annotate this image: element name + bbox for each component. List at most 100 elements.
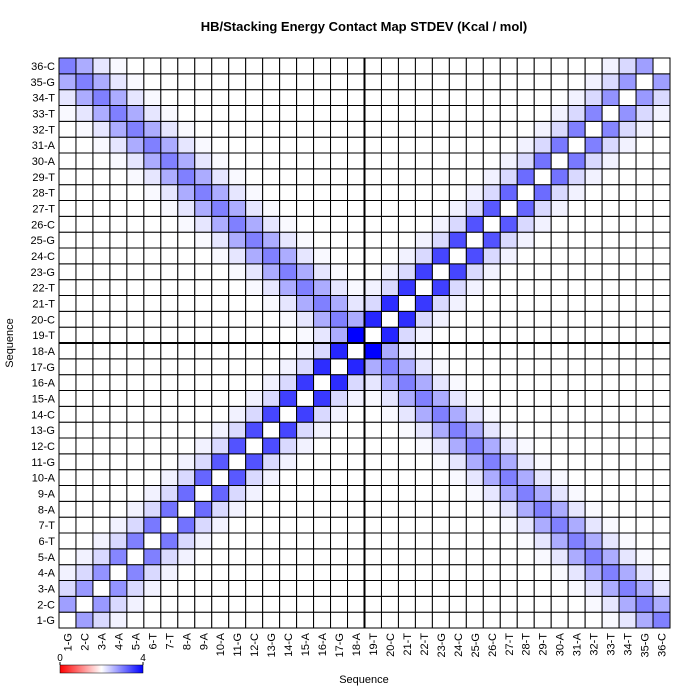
- heatmap-cell: [75, 247, 94, 265]
- heatmap-cell: [482, 421, 501, 439]
- heatmap-cell: [262, 421, 281, 439]
- heatmap-cell: [143, 469, 162, 486]
- heatmap-cell: [414, 485, 433, 502]
- heatmap-cell: [465, 516, 484, 534]
- heatmap-cell: [126, 390, 145, 407]
- heatmap-cell: [397, 168, 416, 186]
- heatmap-cell: [160, 279, 179, 296]
- heatmap-cell: [347, 231, 365, 249]
- heatmap-cell: [584, 405, 603, 423]
- heatmap-cell: [126, 215, 145, 233]
- heatmap-cell: [397, 595, 416, 613]
- heatmap-cell: [397, 184, 416, 202]
- heatmap-cell: [499, 57, 518, 75]
- heatmap-cell: [296, 516, 315, 534]
- heatmap-cell: [245, 485, 264, 502]
- heatmap-cell: [380, 358, 399, 376]
- heatmap-cell: [448, 485, 467, 502]
- heatmap-cell: [177, 405, 196, 423]
- heatmap-cell: [58, 485, 77, 502]
- y-tick-label: 3-A: [38, 583, 56, 595]
- heatmap-cell: [109, 168, 128, 186]
- heatmap-cell: [330, 57, 349, 75]
- heatmap-cell: [245, 247, 264, 265]
- heatmap-cell: [652, 358, 671, 376]
- chart-title: HB/Stacking Energy Contact Map STDEV (Kc…: [201, 19, 528, 34]
- heatmap-cell: [465, 184, 484, 202]
- heatmap-cell: [448, 469, 467, 486]
- heatmap-cell: [499, 184, 518, 202]
- heatmap-cell: [296, 374, 315, 391]
- heatmap-cell: [601, 421, 620, 439]
- heatmap-cell: [313, 580, 332, 597]
- heatmap-cell: [465, 548, 484, 566]
- heatmap-cell: [279, 611, 298, 629]
- heatmap-cell: [431, 485, 450, 502]
- heatmap-cell: [92, 247, 111, 265]
- heatmap-cell: [533, 279, 552, 296]
- heatmap-cell: [550, 437, 569, 455]
- heatmap-cell: [431, 548, 450, 566]
- heatmap-cell: [448, 453, 467, 471]
- heatmap-cell: [245, 421, 264, 439]
- heatmap-cell: [550, 89, 569, 106]
- heatmap-cell: [313, 405, 332, 423]
- heatmap-cell: [533, 231, 552, 249]
- heatmap-cell: [279, 485, 298, 502]
- heatmap-cell: [414, 469, 433, 486]
- heatmap-cell: [584, 611, 603, 629]
- heatmap-cell: [228, 184, 247, 202]
- heatmap-cell: [228, 200, 247, 217]
- heatmap-cell: [601, 89, 620, 106]
- colorbar-tick-label: 0: [57, 653, 63, 664]
- heatmap-cell: [414, 57, 433, 75]
- x-tick-label: 19-T: [368, 633, 380, 656]
- heatmap-cell: [550, 120, 569, 138]
- heatmap-cell: [482, 168, 501, 186]
- heatmap-cell: [364, 580, 382, 597]
- heatmap-cell: [380, 247, 399, 265]
- heatmap-cell: [465, 231, 484, 249]
- heatmap-cell: [296, 342, 315, 360]
- heatmap-cell: [550, 500, 569, 518]
- heatmap-cell: [296, 421, 315, 439]
- heatmap-cell: [194, 469, 213, 486]
- heatmap-cell: [347, 200, 365, 217]
- heatmap-cell: [75, 57, 94, 75]
- heatmap-cell: [499, 231, 518, 249]
- heatmap-cell: [177, 342, 196, 360]
- heatmap-cell: [567, 516, 586, 534]
- heatmap-cell: [75, 120, 94, 138]
- heatmap-cell: [279, 57, 298, 75]
- x-tick-label: 21-T: [402, 633, 414, 656]
- heatmap-cell: [58, 73, 77, 91]
- heatmap-cell: [584, 595, 603, 613]
- heatmap-cell: [635, 611, 654, 629]
- heatmap-cell: [448, 326, 467, 344]
- y-tick-label: 26-C: [31, 219, 55, 231]
- heatmap-cell: [550, 595, 569, 613]
- heatmap-cell: [652, 184, 671, 202]
- heatmap-cell: [431, 374, 450, 391]
- heatmap-cell: [92, 453, 111, 471]
- heatmap-cell: [143, 358, 162, 376]
- heatmap-cell: [194, 57, 213, 75]
- heatmap-cell: [228, 390, 247, 407]
- y-tick-label: 2-C: [37, 599, 55, 611]
- heatmap-cell: [380, 120, 399, 138]
- heatmap-cell: [397, 374, 416, 391]
- heatmap-cell: [364, 421, 382, 439]
- heatmap-cell: [92, 152, 111, 170]
- heatmap-cell: [567, 548, 586, 566]
- heatmap-cell: [414, 200, 433, 217]
- heatmap-cell: [635, 580, 654, 597]
- heatmap-cell: [228, 374, 247, 391]
- heatmap-cell: [584, 89, 603, 106]
- heatmap-cell: [160, 295, 179, 312]
- heatmap-cell: [414, 421, 433, 439]
- heatmap-cell: [109, 532, 128, 550]
- heatmap-cell: [228, 595, 247, 613]
- heatmap-cell: [92, 136, 111, 154]
- heatmap-cell: [397, 405, 416, 423]
- heatmap-cell: [618, 564, 637, 582]
